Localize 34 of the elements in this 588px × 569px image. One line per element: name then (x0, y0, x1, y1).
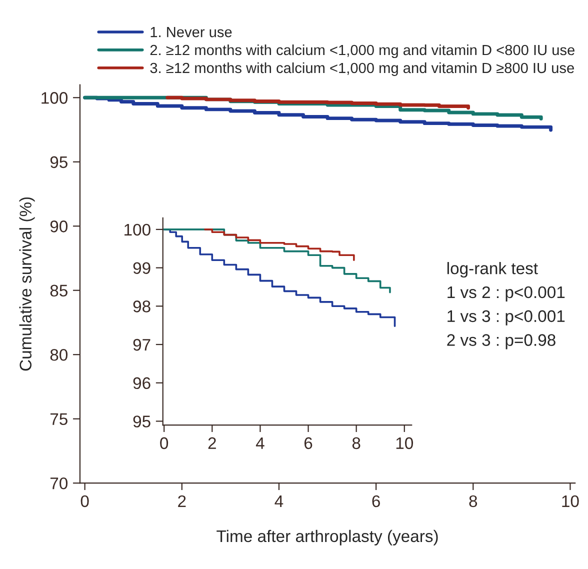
y-tick-label: 95 (133, 416, 150, 428)
annotation: 1 vs 3 : p<0.001 (448, 310, 565, 326)
y-tick-label: 80 (50, 349, 68, 361)
y-tick-label: 100 (124, 224, 150, 236)
x-tick-label: 8 (352, 437, 360, 450)
y-tick-label: 97 (133, 338, 150, 351)
y-tick-label: 70 (50, 477, 68, 490)
y-tick-label: 96 (133, 377, 150, 390)
y-tick-label: 90 (50, 220, 68, 232)
annotation: log-rank test (447, 262, 538, 278)
x-tick-label: 0 (160, 437, 168, 450)
x-tick-label: 4 (274, 496, 284, 507)
x-axis-title: Time after arthroplasty (years) (216, 530, 438, 546)
x-tick-label: 2 (178, 495, 186, 507)
y-tick-label: 99 (133, 262, 150, 274)
x-tick-label: 2 (208, 437, 216, 449)
x-tick-label: 8 (469, 495, 478, 508)
annotation: 2 vs 3 : p=0.98 (447, 334, 556, 350)
x-tick-label: 0 (80, 495, 89, 508)
legend-label: 1. Never use (150, 27, 232, 38)
y-tick-label: 98 (133, 300, 150, 312)
x-tick-label: 10 (562, 495, 579, 508)
y-tick-label: 100 (42, 92, 68, 104)
x-tick-label: 10 (396, 437, 414, 450)
y-tick-label: 75 (50, 413, 68, 426)
y-axis-title: Cumulative survival (%) (19, 197, 35, 371)
x-tick-label: 6 (304, 437, 312, 450)
x-tick-label: 4 (256, 437, 264, 449)
y-tick-label: 95 (50, 156, 68, 168)
y-tick-label: 85 (50, 284, 68, 297)
x-tick-label: 6 (372, 495, 380, 508)
legend-label: 3. ≥12 months with calcium <1,000 mg and vitamin D ≥800 IU use (150, 62, 574, 76)
annotation: 1 vs 2 : p<0.001 (448, 286, 565, 302)
legend-label: 2. ≥12 months with calcium <1,000 mg and vitamin D <800 IU use (150, 44, 574, 58)
